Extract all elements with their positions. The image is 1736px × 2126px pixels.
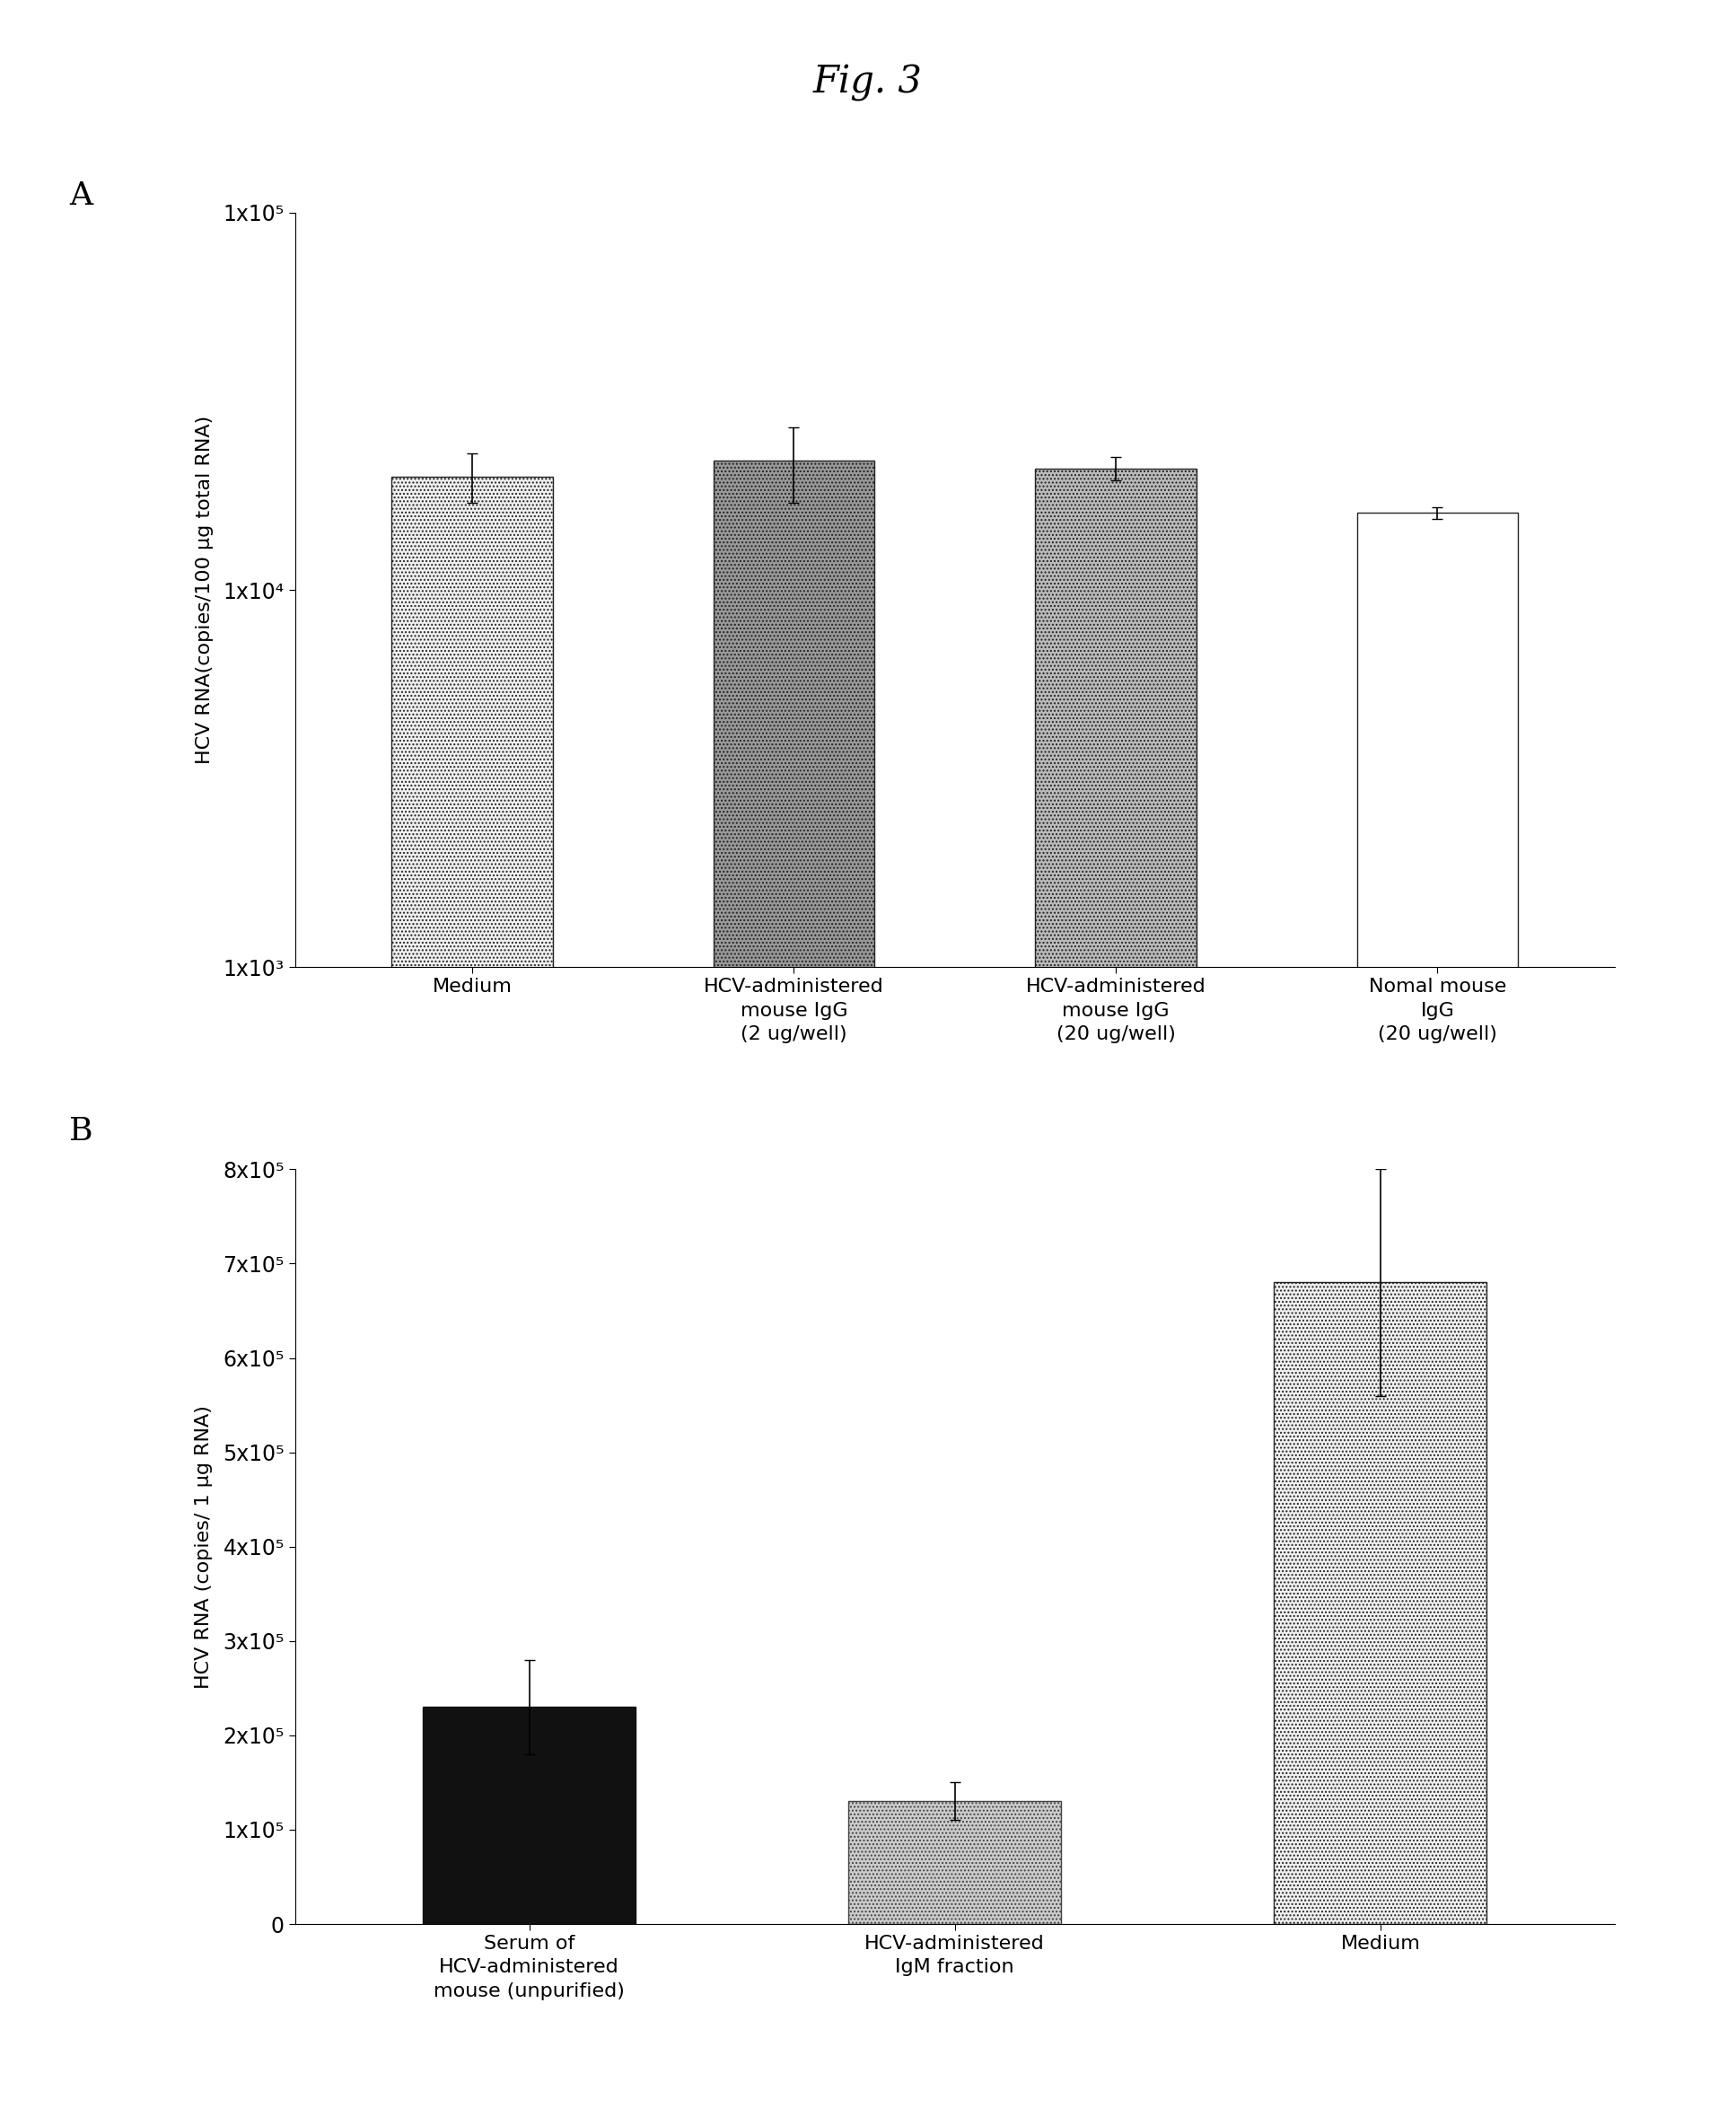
Bar [392,476,552,2126]
Bar [424,1707,635,1924]
Text: A: A [69,181,92,210]
Bar [1358,512,1517,2126]
Bar [1274,1282,1486,1924]
Bar [849,1801,1061,1924]
Bar [713,461,875,2126]
Y-axis label: HCV RNA (copies/ 1 μg RNA): HCV RNA (copies/ 1 μg RNA) [194,1405,214,1688]
Text: B: B [69,1116,94,1146]
Bar [1035,468,1196,2126]
Text: Fig. 3: Fig. 3 [812,64,924,102]
Y-axis label: HCV RNA(copies/100 μg total RNA): HCV RNA(copies/100 μg total RNA) [196,417,214,763]
